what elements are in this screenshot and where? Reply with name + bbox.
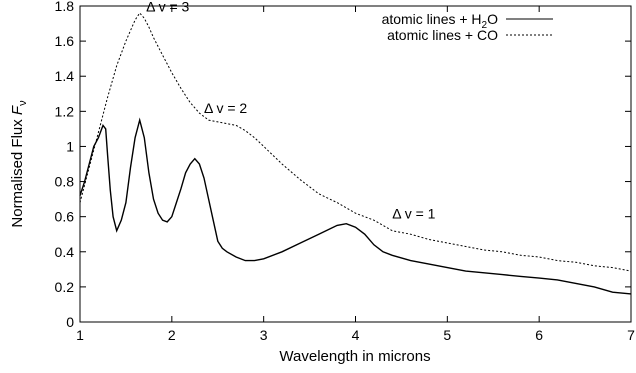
legend-label-h2o: atomic lines + H2O — [382, 11, 499, 31]
y-tick-label: 1.8 — [55, 0, 75, 14]
y-tick-label: 1.6 — [55, 33, 75, 49]
x-tick-label: 1 — [76, 327, 84, 343]
y-tick-label: 1.2 — [55, 103, 75, 119]
annotations-group: Δ v = 3 Δ v = 2 Δ v = 1 — [146, 0, 436, 221]
legend-label-co: atomic lines + CO — [387, 27, 498, 43]
h2o-series-line — [79, 117, 632, 295]
y-axis-label-symbol: F — [9, 105, 26, 115]
co-series-line — [79, 12, 632, 272]
annotation-label: Δ v = 2 — [204, 100, 247, 116]
annotation-label: Δ v = 1 — [392, 205, 435, 221]
legend-h2o-prefix: atomic lines + H — [382, 11, 482, 27]
co-series-group — [79, 12, 632, 272]
y-tick-label: 1.4 — [55, 68, 75, 84]
x-tick-label: 6 — [535, 327, 543, 343]
y-axis-label: Normalised Flux Fν — [9, 100, 29, 228]
y-axis-ticks: 0 0.2 0.4 0.6 0.8 1 1.2 1.4 1.6 1.8 — [55, 0, 631, 330]
x-tick-label: 3 — [260, 327, 268, 343]
y-axis-label-text: Normalised Flux — [9, 119, 26, 228]
x-tick-label: 5 — [443, 327, 451, 343]
legend-h2o-subscript: 2 — [482, 20, 488, 31]
y-tick-label: 0.4 — [55, 244, 75, 260]
y-tick-label: 0.6 — [55, 209, 75, 225]
plot-frame — [79, 5, 632, 323]
legend-h2o-suffix: O — [487, 11, 498, 27]
x-axis-label: Wavelength in microns — [279, 348, 430, 365]
y-axis-label-subscript: ν — [17, 100, 29, 106]
legend: atomic lines + H2O atomic lines + CO — [382, 11, 553, 43]
x-tick-label: 7 — [627, 327, 635, 343]
y-tick-label: 1 — [66, 138, 74, 154]
annotation-label: Δ v = 3 — [146, 0, 189, 14]
x-axis-ticks: 1 2 3 4 5 6 7 — [76, 6, 635, 343]
y-tick-label: 0.8 — [55, 174, 75, 190]
y-tick-label: 0.2 — [55, 279, 75, 295]
y-tick-label: 0 — [66, 314, 74, 330]
h2o-series-group — [79, 117, 632, 295]
x-tick-label: 4 — [352, 327, 360, 343]
x-tick-label: 2 — [168, 327, 176, 343]
